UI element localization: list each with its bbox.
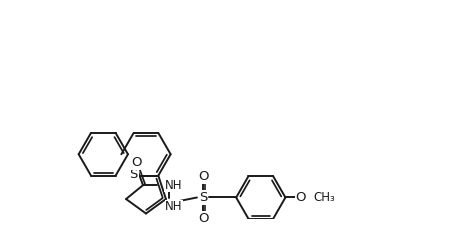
Text: CH₃: CH₃ <box>313 191 334 204</box>
Text: O: O <box>295 191 305 204</box>
Text: NH: NH <box>164 179 182 192</box>
Text: O: O <box>197 170 208 183</box>
Text: NH: NH <box>165 200 182 213</box>
Text: S: S <box>198 191 207 204</box>
Text: O: O <box>131 156 142 169</box>
Text: O: O <box>197 212 208 225</box>
Text: S: S <box>129 168 138 181</box>
